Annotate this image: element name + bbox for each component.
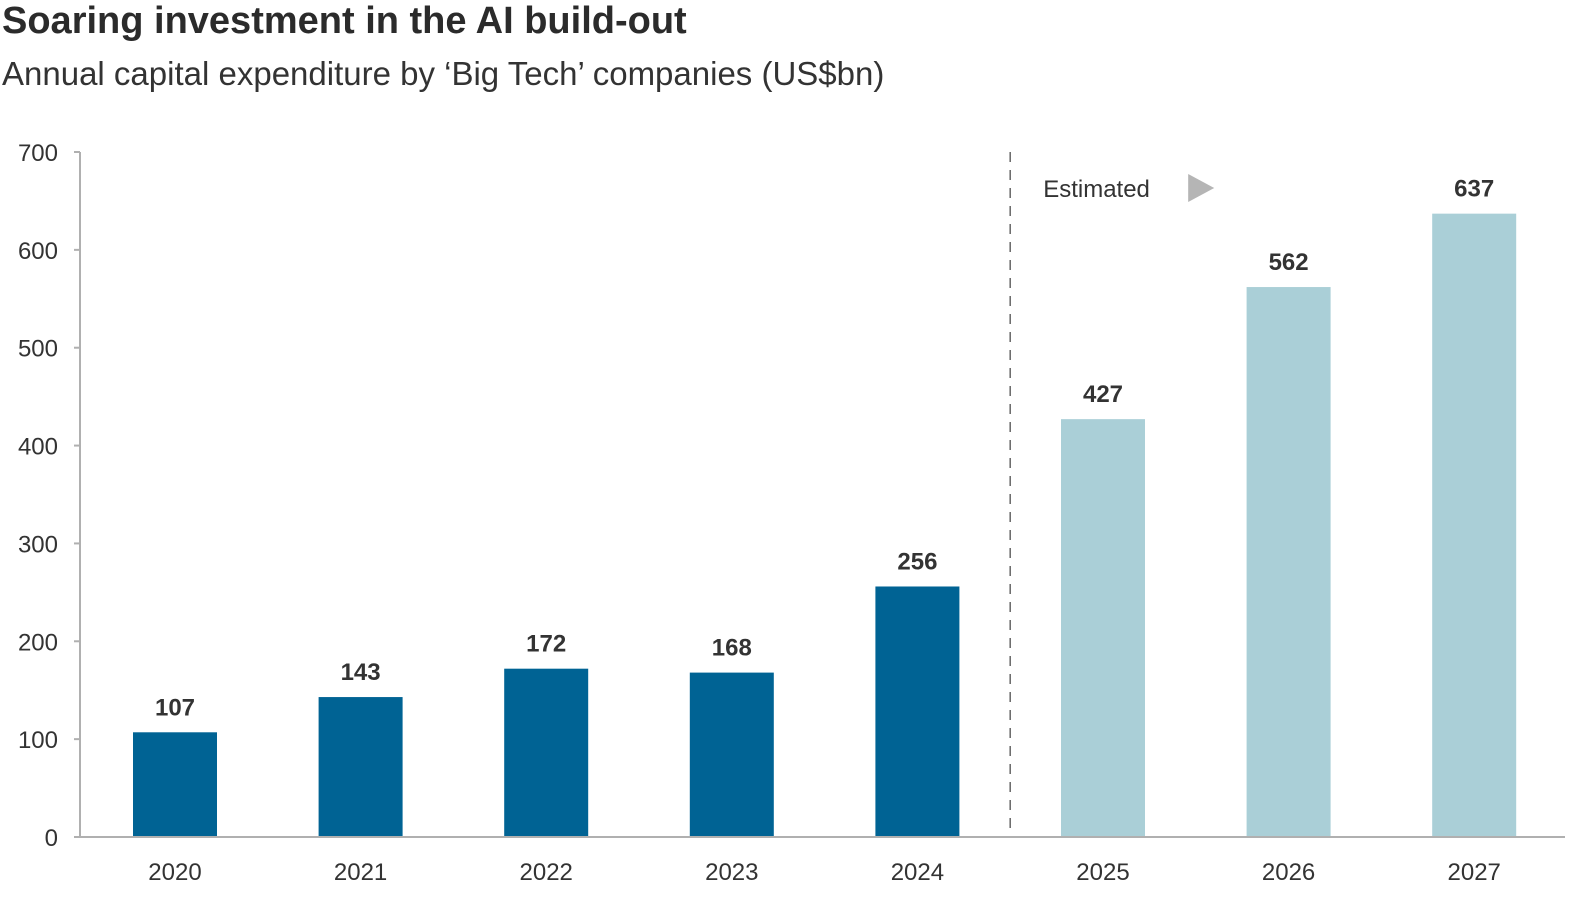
y-tick-label: 500: [18, 336, 58, 363]
y-tick-label: 0: [45, 825, 58, 852]
data-label: 107: [155, 694, 195, 721]
x-tick-label: 2020: [148, 859, 201, 886]
bar-2020: [133, 732, 217, 837]
bar-2023: [689, 672, 774, 837]
data-label: 637: [1454, 176, 1494, 203]
data-label: 256: [897, 548, 937, 575]
data-label: 172: [526, 631, 566, 658]
x-tick-label: 2022: [520, 859, 573, 886]
x-tick-label: 2027: [1448, 859, 1501, 886]
y-tick-label: 700: [18, 140, 58, 167]
bar-2021: [318, 697, 403, 837]
x-tick-label: 2024: [891, 859, 944, 886]
data-label: 168: [712, 635, 752, 662]
x-tick-label: 2021: [334, 859, 387, 886]
y-tick-label: 200: [18, 629, 58, 656]
y-tick-label: 600: [18, 238, 58, 265]
y-tick-label: 100: [18, 727, 58, 754]
bar-2025: [1061, 419, 1145, 837]
bar-2026: [1246, 287, 1331, 837]
y-tick-label: 300: [18, 531, 58, 558]
estimated-label: Estimated: [1043, 176, 1150, 203]
estimated-arrow-icon: [1188, 174, 1215, 202]
data-label: 427: [1083, 381, 1123, 408]
data-label: 562: [1269, 249, 1309, 276]
x-tick-label: 2026: [1262, 859, 1315, 886]
x-tick-label: 2023: [705, 859, 758, 886]
bar-2027: [1432, 213, 1517, 837]
bar-2024: [875, 586, 960, 837]
data-label: 143: [341, 659, 381, 686]
chart-title: Soaring investment in the AI build-out: [2, 0, 687, 42]
chart-subtitle: Annual capital expenditure by ‘Big Tech’…: [2, 55, 885, 92]
bar-2022: [504, 668, 589, 837]
x-tick-label: 2025: [1076, 859, 1129, 886]
y-tick-label: 400: [18, 434, 58, 461]
